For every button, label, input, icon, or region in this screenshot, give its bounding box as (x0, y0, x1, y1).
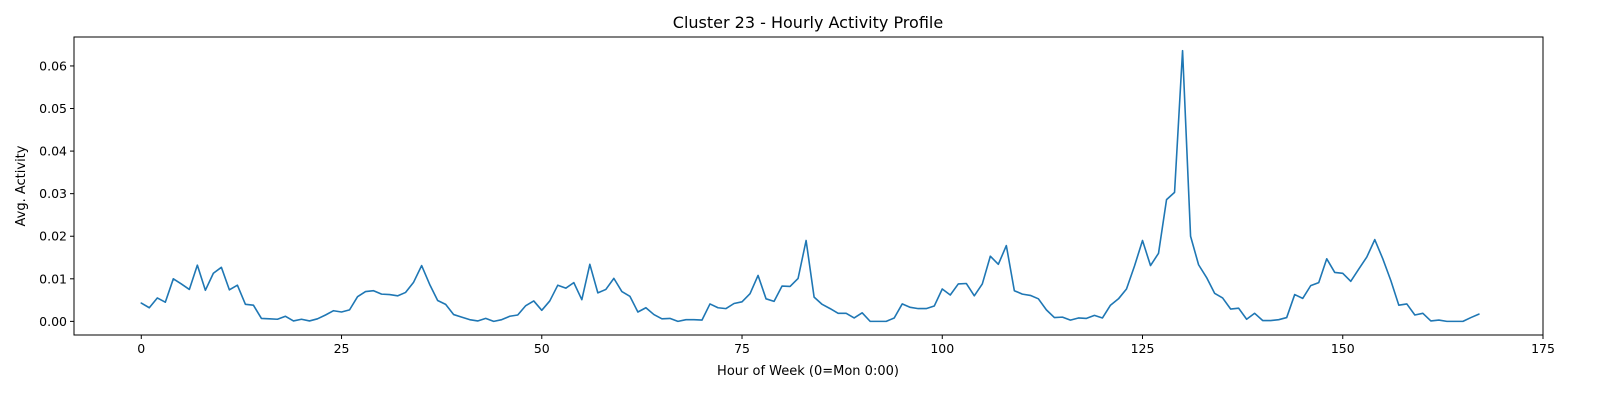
y-tick-label: 0.06 (39, 58, 67, 73)
chart-title: Cluster 23 - Hourly Activity Profile (673, 13, 943, 32)
plot-frame (73, 36, 1544, 336)
y-tick-label: 0.01 (39, 271, 67, 286)
x-tick-label: 100 (930, 341, 954, 356)
y-tick-label: 0.04 (39, 144, 67, 159)
plot-area: 0 25 50 75 100 125 150 175 0.00 0.01 0.02 0.03 0.04 0… (39, 36, 1555, 356)
series-line-0 (140, 49, 1480, 323)
y-tick-label: 0.00 (39, 314, 67, 329)
y-axis-label: Avg. Activity (14, 145, 29, 226)
y-tick-label: 0.03 (39, 186, 67, 201)
x-tick-label: 150 (1331, 341, 1355, 356)
x-tick-label: 25 (334, 341, 350, 356)
x-tick-label: 50 (534, 341, 550, 356)
x-tick-label: 75 (734, 341, 750, 356)
y-tick-label: 0.05 (39, 101, 67, 116)
y-tick-label: 0.02 (39, 229, 67, 244)
x-tick-label: 175 (1531, 341, 1555, 356)
x-tick-label: 125 (1131, 341, 1155, 356)
x-axis-label: Hour of Week (0=Mon 0:00) (717, 364, 899, 379)
x-tick-label: 0 (137, 341, 145, 356)
